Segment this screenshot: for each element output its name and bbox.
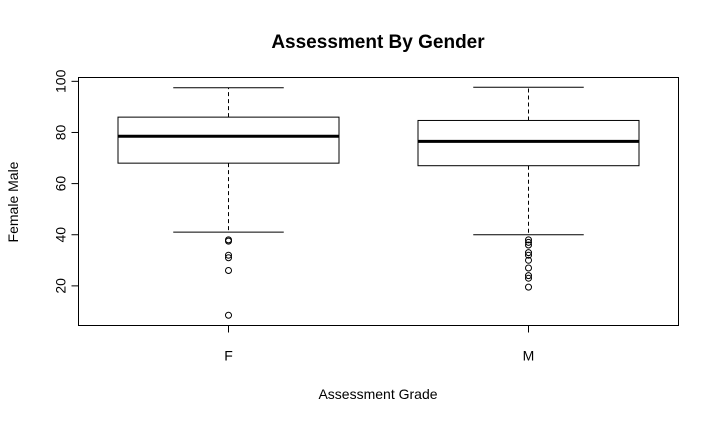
y-tick-label: 100 xyxy=(53,69,69,93)
outlier-point xyxy=(225,311,232,319)
y-tick-label: 60 xyxy=(53,176,69,192)
outlier-point xyxy=(225,267,232,275)
boxes-group xyxy=(117,86,640,319)
outlier-point xyxy=(525,241,532,249)
y-tick-label: 80 xyxy=(53,124,69,140)
iqr-box xyxy=(117,116,340,164)
chart-title: Assessment By Gender xyxy=(271,32,485,53)
y-axis-label: Female Male xyxy=(5,161,21,242)
plot-frame xyxy=(78,77,679,326)
outlier-point xyxy=(525,236,532,244)
outlier-point xyxy=(225,237,232,245)
box-M xyxy=(417,86,640,291)
y-axis: 20 40 60 80 100 xyxy=(53,69,79,294)
outlier-point xyxy=(225,254,232,262)
outlier-point xyxy=(525,238,532,246)
outlier-point xyxy=(525,274,532,282)
x-axis-label: Assessment Grade xyxy=(318,386,437,402)
box-F xyxy=(117,87,340,319)
x-tick-label: M xyxy=(523,348,535,364)
outlier-point xyxy=(525,264,532,272)
outlier-point xyxy=(525,249,532,257)
x-tick-label: F xyxy=(224,348,233,364)
iqr-box xyxy=(417,119,640,167)
outlier-point xyxy=(525,272,532,280)
outlier-point xyxy=(225,251,232,259)
outlier-point xyxy=(525,251,532,259)
outlier-point xyxy=(525,283,532,291)
y-tick-label: 40 xyxy=(53,227,69,243)
y-tick-label: 20 xyxy=(53,278,69,294)
outlier-point xyxy=(525,256,532,264)
